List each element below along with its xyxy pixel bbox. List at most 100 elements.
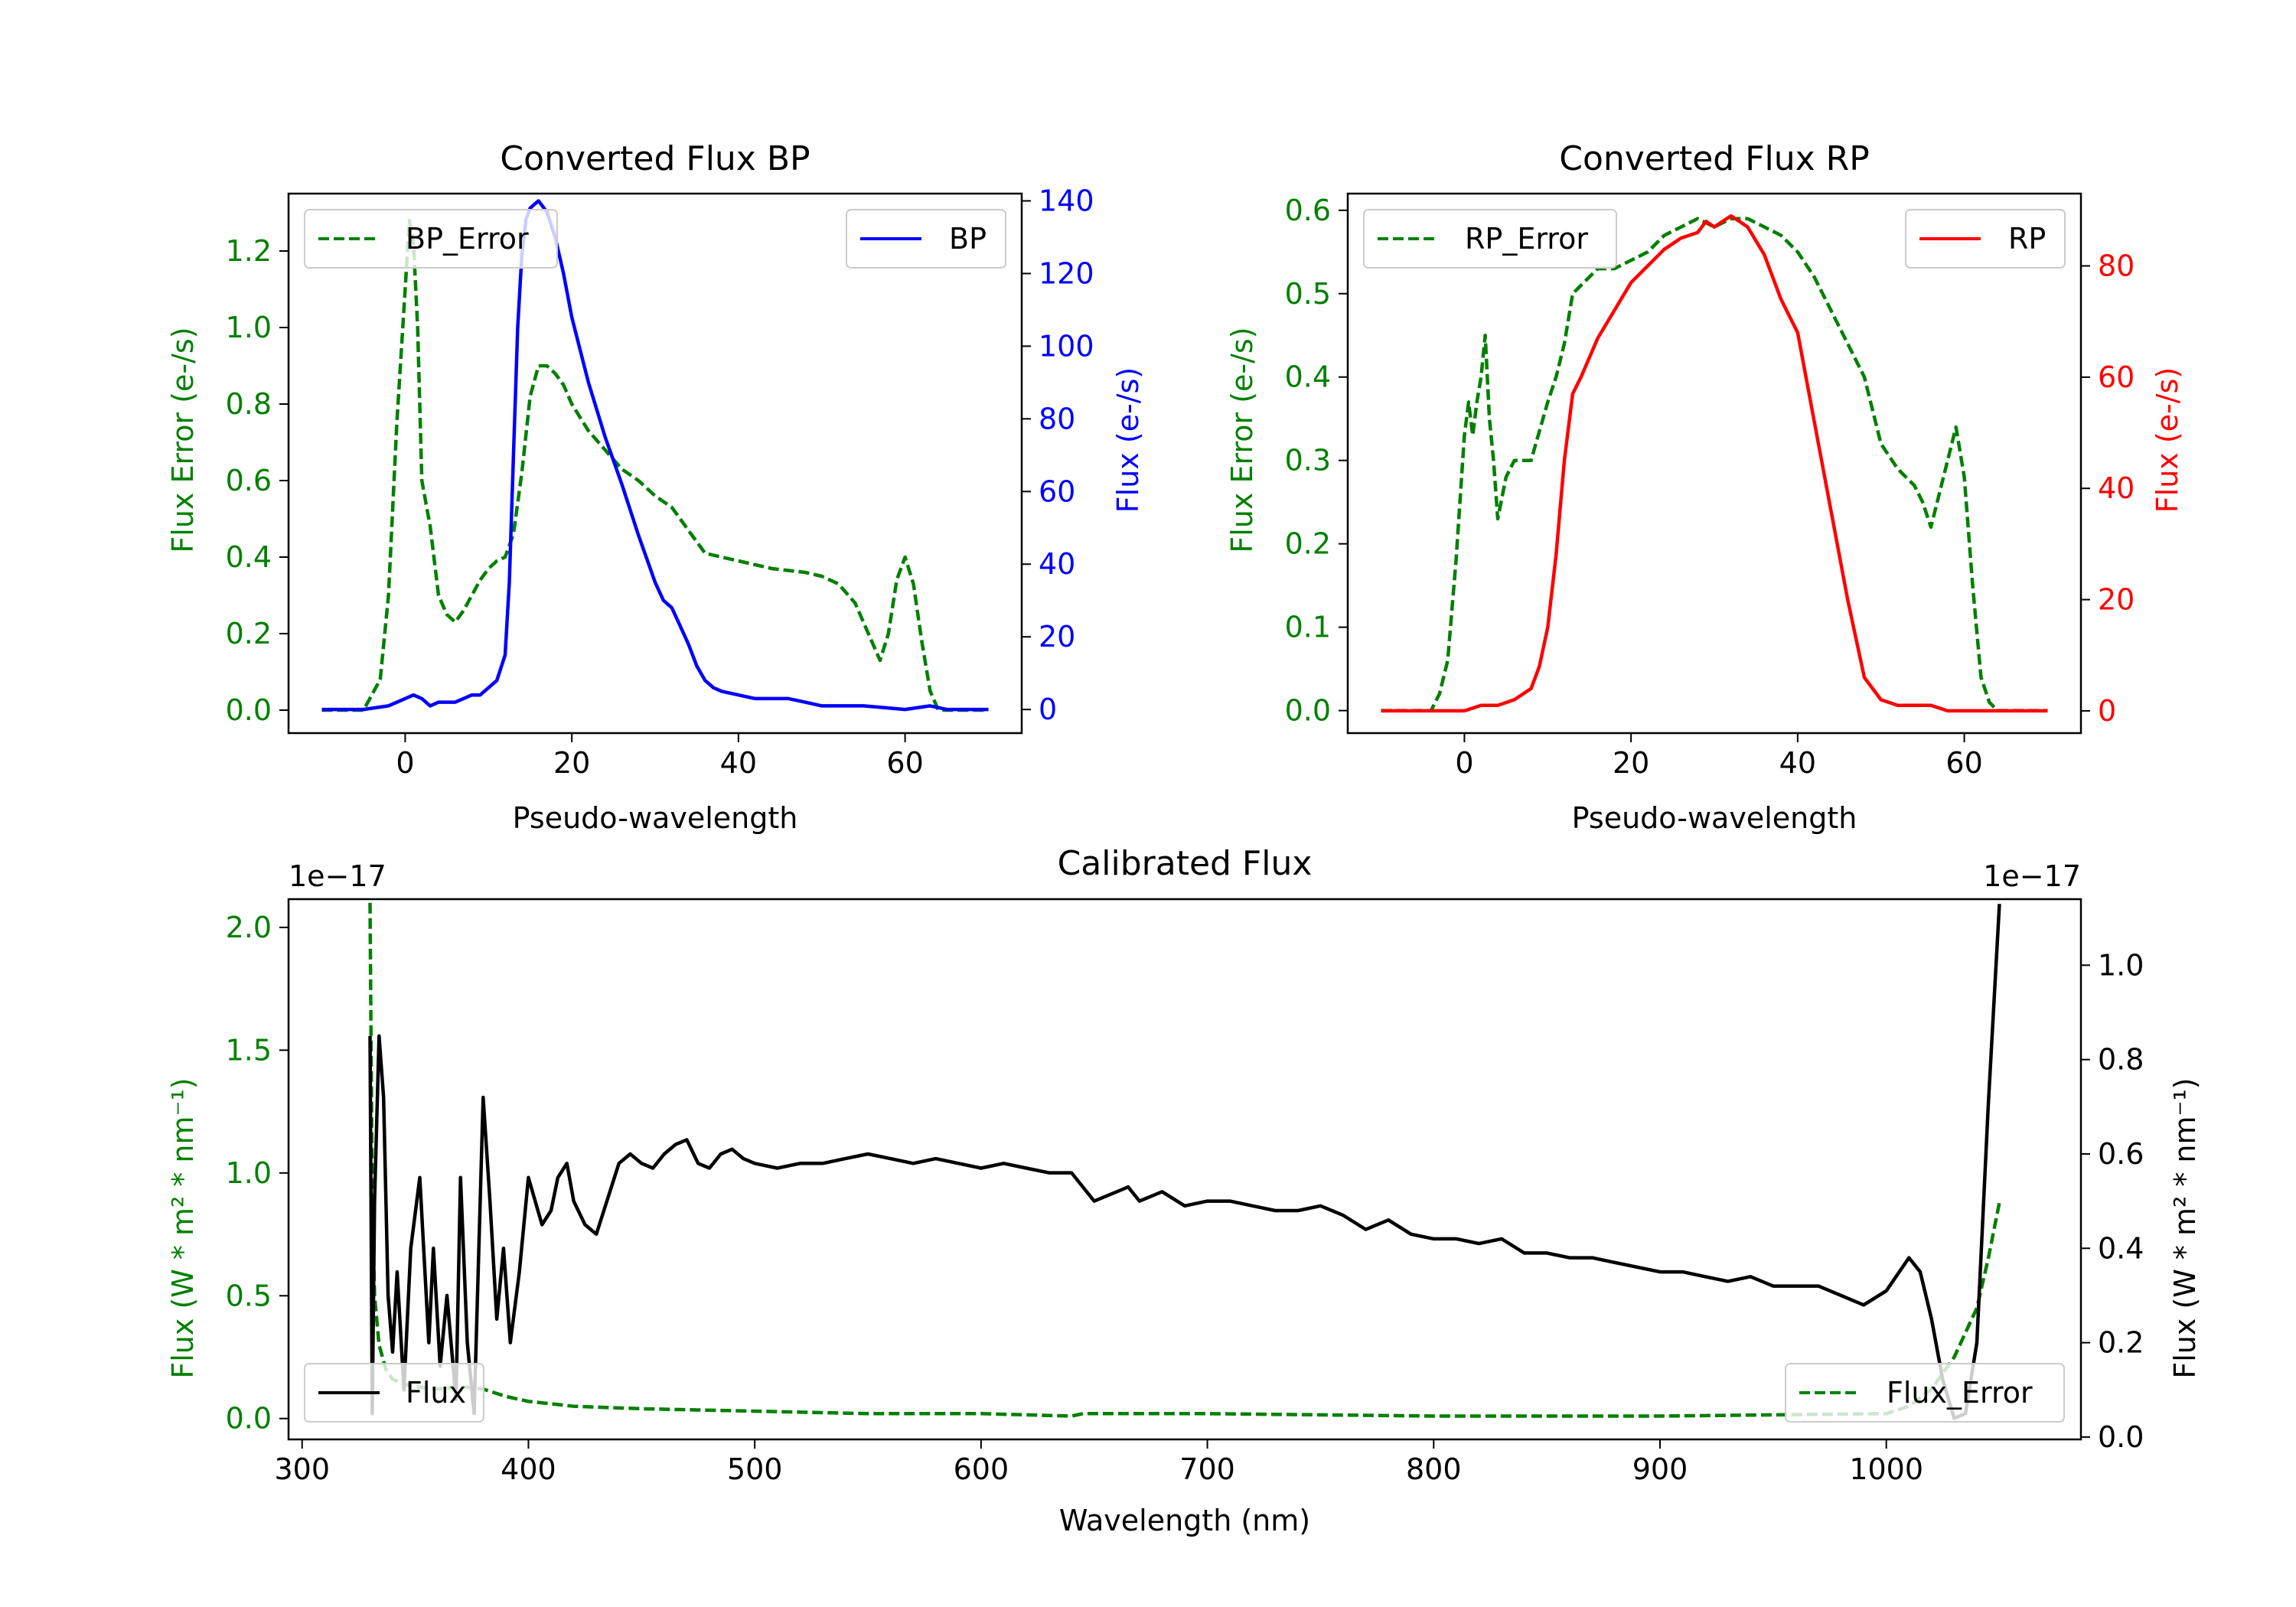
yticks-left-bp: 0.0 0.2 0.4 0.6 0.8 1.0 1.2 — [226, 234, 289, 727]
ytick-right-label: 140 — [1039, 184, 1094, 217]
panel-calibrated: Calibrated Flux Wavelength (nm) 1e−17 1e… — [166, 844, 2202, 1537]
ytick-left-label: 0.4 — [226, 540, 272, 574]
legend-right-rp: RP — [1905, 209, 2066, 269]
ytick-right-label: 80 — [2098, 249, 2135, 282]
legend-box — [846, 209, 1006, 269]
ytick-left-label: 0.8 — [226, 387, 272, 421]
xtick-label: 700 — [1179, 1452, 1235, 1486]
ytick-left-label: 0.2 — [226, 617, 272, 650]
xticks-calibrated: 300 400 500 600 700 800 900 1000 — [274, 1439, 1923, 1486]
series-line-rp-flux — [1381, 214, 2048, 713]
plot-area-bp — [321, 199, 989, 712]
ytick-right-label: 0.6 — [2098, 1137, 2144, 1171]
legend-box — [304, 209, 558, 269]
ytick-right-label: 20 — [1039, 620, 1075, 654]
xtick-label: 400 — [501, 1452, 556, 1486]
ytick-left-label: 0.1 — [1285, 611, 1331, 644]
legend-right-bp: BP — [846, 209, 1006, 269]
xlabel-rp: Pseudo-wavelength — [1572, 801, 1857, 835]
ytick-left-label: 1.0 — [226, 311, 272, 344]
ytick-right-label: 40 — [2098, 471, 2135, 505]
xtick-label: 60 — [886, 746, 923, 780]
series-line-rp-error — [1381, 217, 2048, 712]
yticks-right-calibrated: 0.0 0.2 0.4 0.6 0.8 1.0 — [2081, 948, 2144, 1454]
legend-label-rp-error: RP_Error — [1465, 222, 1588, 256]
ytick-right-label: 0.2 — [2098, 1326, 2144, 1360]
ytick-left-label: 0.0 — [1285, 694, 1331, 728]
ytick-right-label: 0 — [1039, 693, 1057, 726]
ytick-left-label: 0.5 — [1285, 277, 1331, 311]
legend-left-bp: BP_Error — [304, 209, 558, 269]
panel-rp: Converted Flux RP Pseudo-wavelength Flux… — [1225, 139, 2184, 835]
yticks-left-calibrated: 0.0 0.5 1.0 1.5 2.0 — [226, 911, 289, 1436]
ytick-right-label: 100 — [1039, 329, 1094, 363]
legend-box — [1905, 209, 2066, 269]
ylabel-right-calibrated: Flux (W * m² * nm⁻¹) — [2168, 1077, 2202, 1378]
ytick-right-label: 60 — [1039, 474, 1075, 508]
panel-bp: Converted Flux BP Pseudo-wavelength Flux… — [166, 139, 1145, 835]
xtick-label: 600 — [954, 1452, 1009, 1486]
axes-frame-calibrated — [287, 898, 2082, 1441]
ytick-left-label: 0.0 — [226, 693, 272, 727]
ytick-right-label: 0 — [2098, 694, 2116, 728]
xtick-label: 800 — [1406, 1452, 1462, 1486]
ylabel-left-rp: Flux Error (e-/s) — [1225, 327, 1259, 553]
offset-label-left: 1e−17 — [289, 859, 386, 893]
yticks-right-bp: 0 20 40 60 80 100 120 140 — [1022, 184, 1094, 726]
axes-frame-rp — [1346, 192, 2082, 735]
ylabel-left-bp: Flux Error (e-/s) — [166, 327, 200, 553]
xtick-label: 40 — [1779, 746, 1816, 780]
legend-right-calibrated: Flux_Error — [1785, 1363, 2065, 1423]
ytick-left-label: 0.5 — [226, 1279, 272, 1312]
ytick-left-label: 0.3 — [1285, 444, 1331, 478]
xtick-label: 60 — [1945, 746, 1982, 780]
legend-label-flux-error: Flux_Error — [1887, 1376, 2033, 1410]
xtick-label: 0 — [1455, 746, 1473, 780]
xtick-label: 0 — [396, 746, 414, 780]
ytick-right-label: 1.0 — [2098, 948, 2144, 982]
legend-box — [1363, 209, 1617, 269]
ytick-left-label: 0.2 — [1285, 527, 1331, 561]
series-line-bp-error — [321, 218, 989, 712]
title-rp: Converted Flux RP — [1559, 139, 1870, 178]
xtick-label: 300 — [274, 1452, 330, 1486]
ylabel-left-calibrated: Flux (W * m² * nm⁻¹) — [166, 1077, 200, 1378]
ytick-right-label: 0.4 — [2098, 1231, 2144, 1265]
ytick-left-label: 1.0 — [226, 1156, 272, 1190]
legend-label-flux: Flux — [406, 1376, 466, 1410]
legend-box — [1785, 1363, 2065, 1423]
xtick-label: 20 — [1613, 746, 1649, 780]
ytick-left-label: 0.6 — [1285, 194, 1331, 227]
ytick-left-label: 0.6 — [226, 464, 272, 497]
xtick-label: 1000 — [1849, 1452, 1923, 1486]
ylabel-right-rp: Flux (e-/s) — [2151, 367, 2184, 513]
ytick-right-label: 40 — [1039, 547, 1075, 581]
xtick-label: 500 — [727, 1452, 783, 1486]
ytick-left-label: 0.0 — [226, 1402, 272, 1436]
xlabel-calibrated: Wavelength (nm) — [1059, 1504, 1310, 1537]
title-calibrated: Calibrated Flux — [1058, 844, 1313, 883]
ytick-right-label: 120 — [1039, 256, 1094, 290]
legend-label-bp-error: BP_Error — [406, 222, 529, 256]
ytick-right-label: 0.8 — [2098, 1043, 2144, 1077]
axes-frame-bp — [287, 192, 1023, 735]
yticks-right-rp: 0 20 40 60 80 — [2081, 249, 2135, 728]
yticks-left-rp: 0.0 0.1 0.2 0.3 0.4 0.5 0.6 — [1285, 194, 1348, 728]
legend-box — [304, 1363, 484, 1423]
legend-left-rp: RP_Error — [1363, 209, 1617, 269]
ylabel-right-bp: Flux (e-/s) — [1111, 367, 1145, 513]
xtick-label: 40 — [720, 746, 757, 780]
ytick-right-label: 80 — [1039, 402, 1075, 435]
legend-label-bp: BP — [949, 222, 987, 256]
legend-left-calibrated: Flux — [304, 1363, 484, 1423]
ytick-right-label: 60 — [2098, 360, 2135, 394]
ytick-right-label: 0.0 — [2098, 1420, 2144, 1454]
xtick-label: 900 — [1632, 1452, 1688, 1486]
ytick-left-label: 0.4 — [1285, 360, 1331, 394]
legend-label-rp: RP — [2008, 222, 2046, 256]
ytick-left-label: 1.2 — [226, 234, 272, 268]
ytick-left-label: 1.5 — [226, 1033, 272, 1067]
ytick-left-label: 2.0 — [226, 911, 272, 944]
xticks-rp: 0 20 40 60 — [1455, 733, 1983, 780]
